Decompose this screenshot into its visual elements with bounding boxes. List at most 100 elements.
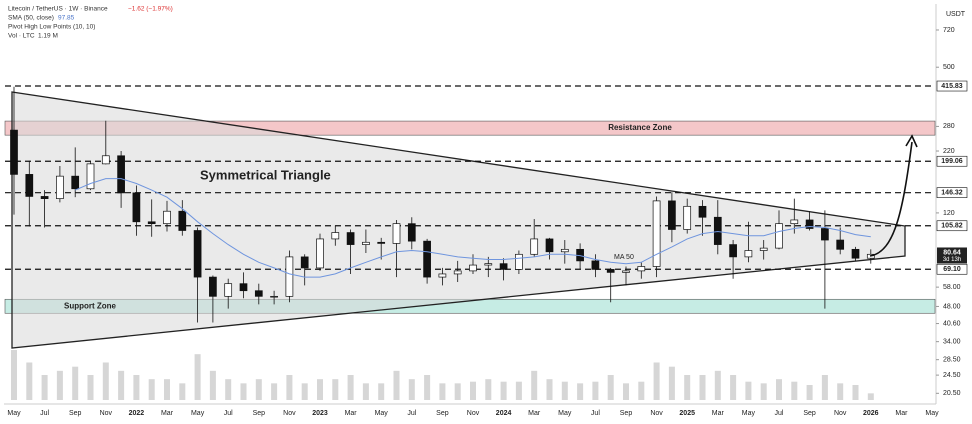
indicator-label: Pivot High Low Points (10, 10) (8, 24, 95, 31)
x-tick-label: 2023 (312, 410, 328, 417)
candle-body (499, 263, 508, 270)
price-label: 80.64 (943, 249, 961, 256)
volume-bar (653, 362, 660, 400)
x-tick-label: Jul (40, 410, 49, 417)
volume-bar (240, 383, 247, 400)
level-box (936, 187, 968, 198)
candle-body (652, 200, 661, 267)
volume-bar (286, 375, 293, 400)
volume-bar (745, 381, 752, 400)
candle-body (668, 200, 676, 230)
volume-bar (485, 379, 492, 400)
x-tick-label: Jul (224, 410, 233, 417)
pattern-label: Symmetrical Triangle (200, 167, 331, 182)
ma-label: MA 50 (614, 254, 634, 261)
level-label: 69.10 (943, 266, 961, 273)
volume-bar (714, 370, 721, 400)
y-tick-label: 48.00 (943, 303, 961, 310)
volume-bar (867, 393, 874, 400)
volume-bar (500, 381, 507, 400)
candle-body (591, 260, 600, 270)
level-label: 146.32 (941, 190, 963, 197)
candle-body (805, 219, 814, 229)
y-tick-label: 28.50 (943, 357, 961, 364)
candle-body (331, 232, 340, 240)
volume-bar (776, 379, 782, 400)
candle-body (193, 230, 202, 278)
candle-body (729, 244, 737, 258)
chart-title: Litecoin / TetherUS · 1W · Binance (8, 6, 108, 13)
candle-body (86, 163, 95, 190)
candle-body (423, 240, 431, 278)
candle-body (851, 248, 860, 259)
level-box (936, 155, 968, 167)
volume-bar (393, 370, 400, 400)
candle-body (147, 221, 156, 225)
volume-bar (699, 375, 706, 400)
volume-bar (470, 381, 476, 400)
x-tick-label: Sep (253, 410, 266, 417)
y-tick-label: 40.60 (943, 320, 961, 327)
candle-body (285, 256, 294, 297)
candle-body (775, 223, 783, 249)
y-tick-label: 34.00 (943, 339, 961, 346)
candle-body (209, 276, 217, 297)
candle-body (515, 253, 523, 270)
candle-body (346, 232, 355, 245)
volume-bar (118, 370, 125, 400)
volume-bar (255, 379, 262, 400)
x-tick-label: Jul (591, 410, 600, 417)
level-box (936, 263, 968, 275)
candle-body (622, 270, 630, 273)
candle-body (637, 266, 646, 272)
volume-bar (133, 375, 140, 400)
volume-bar (684, 375, 691, 400)
change: −1.62 (−1.97%) (128, 6, 173, 13)
x-tick-label: Mar (345, 410, 358, 417)
x-tick-label: Nov (650, 410, 663, 417)
x-tick-label: May (375, 410, 389, 417)
volume-bar (301, 383, 308, 400)
x-tick-label: Sep (69, 410, 82, 417)
candle-body (438, 273, 447, 278)
candle-body (270, 295, 278, 298)
volume-bar (347, 375, 354, 400)
x-tick-label: Mar (161, 410, 174, 417)
candle-body (407, 223, 416, 242)
candle-body (56, 175, 64, 199)
candle-body (10, 129, 18, 175)
zone-label: Support Zone (64, 301, 117, 310)
candle-body (484, 263, 493, 266)
candle-body (560, 248, 569, 253)
indicator-label: SMA (50, close) (8, 15, 54, 22)
volume-bar (41, 375, 48, 400)
candle-body (790, 219, 799, 225)
x-tick-label: Mar (895, 410, 908, 417)
volume-bar (760, 383, 767, 400)
x-tick-label: May (558, 410, 572, 417)
volume-bar (87, 375, 94, 400)
candle-body (821, 228, 829, 241)
volume-bar (271, 383, 278, 400)
arrow-head (905, 134, 918, 148)
indicator-value: 97.85 (58, 15, 75, 22)
candle-body (300, 256, 309, 269)
candle-body (362, 241, 370, 245)
volume-bar (668, 366, 675, 400)
candle-body (132, 192, 141, 223)
x-tick-label: 2022 (129, 410, 145, 417)
volume-bar (821, 375, 828, 400)
y-tick-label: 20.50 (943, 390, 961, 397)
candle-body (453, 270, 462, 275)
y-tick-label: 500 (943, 64, 955, 71)
candle-body (377, 241, 386, 244)
candle-body (25, 174, 34, 197)
candle-body (316, 238, 324, 269)
volume-bar (638, 381, 645, 400)
x-tick-label: Sep (620, 410, 633, 417)
candle-body (163, 210, 171, 225)
x-tick-label: May (925, 410, 939, 417)
x-tick-label: May (742, 410, 756, 417)
volume-bar (72, 366, 79, 400)
